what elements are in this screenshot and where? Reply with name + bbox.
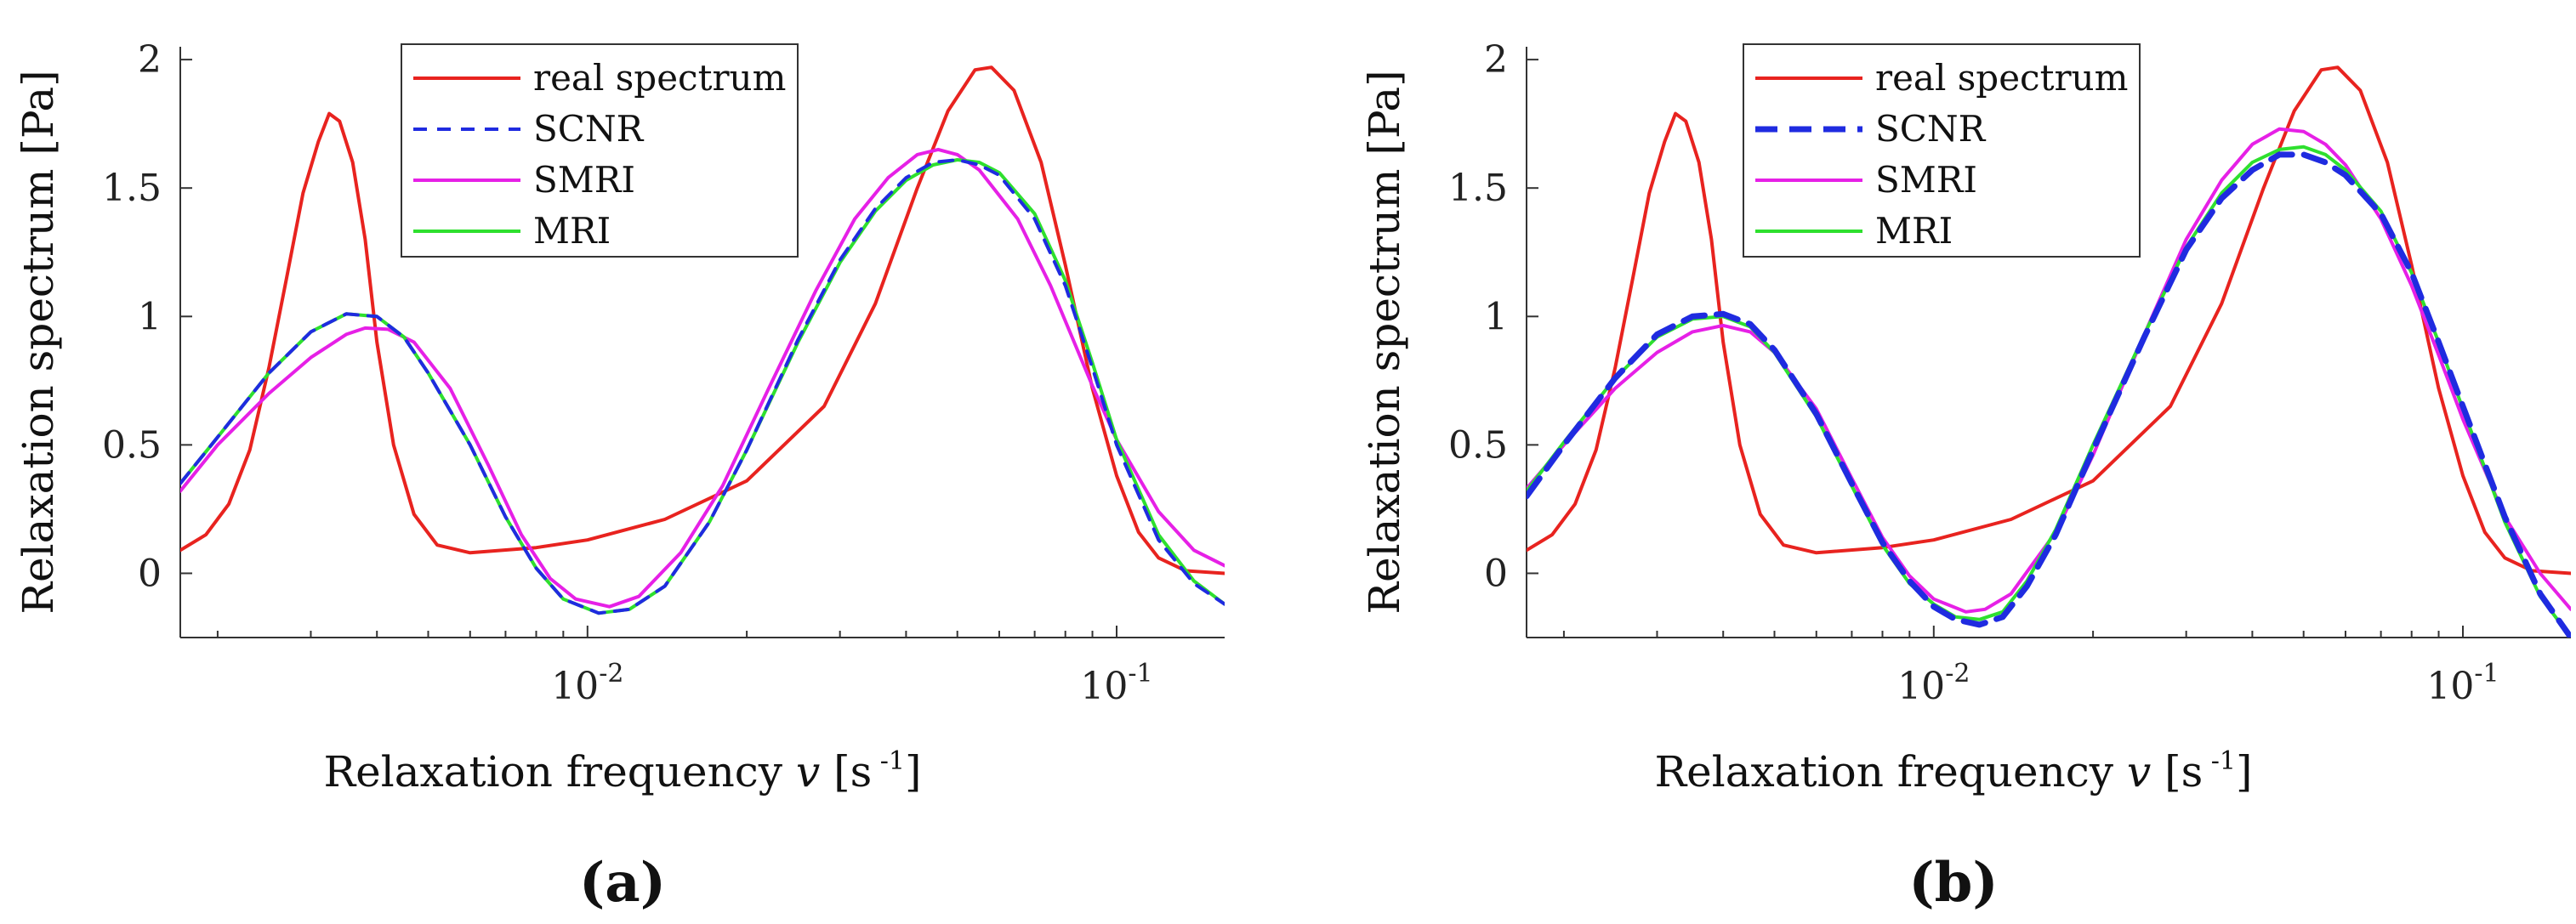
x-axis-title: Relaxation frequency v [s -1] — [1654, 746, 2252, 796]
x-axis-title: Relaxation frequency v [s -1] — [323, 746, 921, 796]
legend-label: real spectrum — [1875, 57, 2128, 99]
y-tick-label: 0 — [138, 552, 162, 595]
series-group — [180, 65, 1225, 615]
series-line-real-spectrum — [180, 65, 1225, 575]
x-tick-label: 10-1 — [2426, 659, 2499, 708]
y-tick-label: 1 — [138, 295, 162, 338]
legend-label: real spectrum — [533, 57, 786, 99]
legend-label: SCNR — [1875, 108, 1987, 150]
panel-label: (a) — [579, 851, 666, 915]
y-tick-label: 0 — [1484, 552, 1508, 595]
legend-label: SCNR — [533, 108, 645, 150]
legend-label: SMRI — [1875, 159, 1977, 201]
series-line-scnr — [1527, 151, 2571, 638]
series-group — [1527, 65, 2571, 638]
series-line-scnr — [180, 158, 1225, 615]
x-tick-label: 10-2 — [1897, 659, 1970, 708]
y-axis-title: Relaxation spectrum [Pa] — [1360, 70, 1409, 614]
legend-label: MRI — [1875, 210, 1953, 252]
y-tick-label: 2 — [138, 38, 162, 82]
panel-a: 0 0.5 1 1.5 2 10-2 10-1 real spectrum SCNR SMRI MR… — [14, 38, 1225, 915]
x-tick-label: 10-1 — [1080, 659, 1152, 708]
y-tick-label: 0.5 — [1448, 423, 1508, 467]
y-tick-label: 2 — [1484, 38, 1508, 82]
legend-label: MRI — [533, 210, 611, 252]
y-tick-label: 1.5 — [1448, 167, 1508, 210]
legend-label: SMRI — [533, 159, 635, 201]
y-tick-label: 1 — [1484, 295, 1508, 338]
y-tick-label: 0.5 — [102, 423, 162, 467]
y-tick-label: 1.5 — [102, 167, 162, 210]
panel-b: 0 0.5 1 1.5 2 10-2 10-1 real spectrum SCNR SMRI MR… — [1360, 38, 2571, 915]
panel-label: (b) — [1908, 851, 1998, 915]
series-line-smri — [180, 147, 1225, 609]
x-tick-label: 10-2 — [551, 659, 623, 708]
y-axis-title: Relaxation spectrum [Pa] — [14, 70, 63, 614]
